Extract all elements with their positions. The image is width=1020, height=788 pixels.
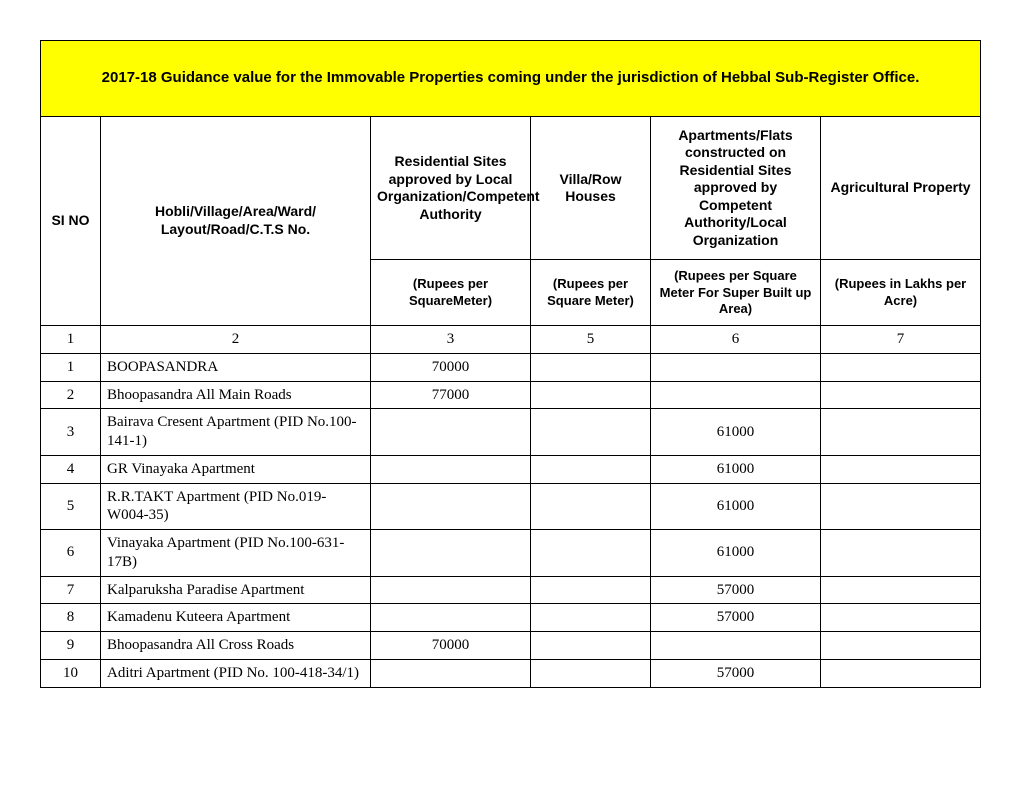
cell-si: 6 <box>41 530 101 577</box>
cell-villa <box>531 353 651 381</box>
cell-si: 2 <box>41 381 101 409</box>
unit-villa: (Rupees per Square Meter) <box>531 260 651 326</box>
cell-agri <box>821 632 981 660</box>
cell-agri <box>821 353 981 381</box>
table-row: 3Bairava Cresent Apartment (PID No.100-1… <box>41 409 981 456</box>
title-row: 2017-18 Guidance value for the Immovable… <box>41 41 981 117</box>
cell-res: 77000 <box>371 381 531 409</box>
hdr-agri: Agricultural Property <box>821 116 981 260</box>
cell-name: R.R.TAKT Apartment (PID No.019-W004-35) <box>101 483 371 530</box>
cell-si: 1 <box>41 353 101 381</box>
unit-residential: (Rupees per SquareMeter) <box>371 260 531 326</box>
cell-agri <box>821 530 981 577</box>
guidance-table-wrap: 2017-18 Guidance value for the Immovable… <box>40 40 980 688</box>
cell-agri <box>821 381 981 409</box>
cell-res <box>371 483 531 530</box>
table-row: 5R.R.TAKT Apartment (PID No.019-W004-35)… <box>41 483 981 530</box>
hdr-si-no: SI NO <box>41 116 101 325</box>
hdr-villa: Villa/Row Houses <box>531 116 651 260</box>
cell-villa <box>531 455 651 483</box>
table-title: 2017-18 Guidance value for the Immovable… <box>41 41 981 117</box>
cell-villa <box>531 381 651 409</box>
cell-apt: 57000 <box>651 576 821 604</box>
hdr-apartments: Apartments/Flats constructed on Resident… <box>651 116 821 260</box>
cell-res <box>371 604 531 632</box>
cell-agri <box>821 604 981 632</box>
cell-name: Kalparuksha Paradise Apartment <box>101 576 371 604</box>
cell-apt: 61000 <box>651 483 821 530</box>
table-row: 10Aditri Apartment (PID No. 100-418-34/1… <box>41 659 981 687</box>
unit-apartments: (Rupees per Square Meter For Super Built… <box>651 260 821 326</box>
table-row: 9Bhoopasandra All Cross Roads70000 <box>41 632 981 660</box>
cell-villa <box>531 604 651 632</box>
cell-apt: 61000 <box>651 530 821 577</box>
unit-agri: (Rupees in Lakhs per Acre) <box>821 260 981 326</box>
cell-apt <box>651 353 821 381</box>
cell-apt: 57000 <box>651 659 821 687</box>
cell-villa <box>531 659 651 687</box>
colnum-2: 2 <box>101 326 371 354</box>
cell-res: 70000 <box>371 353 531 381</box>
colnum-3: 3 <box>371 326 531 354</box>
colnum-4: 5 <box>531 326 651 354</box>
table-row: 8Kamadenu Kuteera Apartment 57000 <box>41 604 981 632</box>
guidance-table: 2017-18 Guidance value for the Immovable… <box>40 40 981 688</box>
table-row: 7Kalparuksha Paradise Apartment 57000 <box>41 576 981 604</box>
cell-name: Bhoopasandra All Cross Roads <box>101 632 371 660</box>
cell-res <box>371 659 531 687</box>
cell-name: BOOPASANDRA <box>101 353 371 381</box>
cell-res <box>371 409 531 456</box>
cell-si: 8 <box>41 604 101 632</box>
cell-agri <box>821 455 981 483</box>
table-row: 6Vinayaka Apartment (PID No.100-631-17B)… <box>41 530 981 577</box>
cell-si: 3 <box>41 409 101 456</box>
cell-si: 5 <box>41 483 101 530</box>
cell-apt <box>651 632 821 660</box>
hdr-residential: Residential Sites approved by Local Orga… <box>371 116 531 260</box>
cell-villa <box>531 409 651 456</box>
cell-res <box>371 576 531 604</box>
table-row: 4GR Vinayaka Apartment 61000 <box>41 455 981 483</box>
cell-apt: 61000 <box>651 409 821 456</box>
cell-si: 7 <box>41 576 101 604</box>
cell-agri <box>821 483 981 530</box>
colnum-5: 6 <box>651 326 821 354</box>
cell-res <box>371 455 531 483</box>
table-row: 2Bhoopasandra All Main Roads77000 <box>41 381 981 409</box>
cell-apt: 57000 <box>651 604 821 632</box>
cell-agri <box>821 576 981 604</box>
cell-name: Vinayaka Apartment (PID No.100-631-17B) <box>101 530 371 577</box>
cell-villa <box>531 530 651 577</box>
cell-name: Bairava Cresent Apartment (PID No.100-14… <box>101 409 371 456</box>
cell-name: GR Vinayaka Apartment <box>101 455 371 483</box>
cell-villa <box>531 483 651 530</box>
cell-name: Aditri Apartment (PID No. 100-418-34/1) <box>101 659 371 687</box>
cell-villa <box>531 632 651 660</box>
table-row: 1BOOPASANDRA70000 <box>41 353 981 381</box>
cell-res: 70000 <box>371 632 531 660</box>
cell-si: 4 <box>41 455 101 483</box>
cell-name: Bhoopasandra All Main Roads <box>101 381 371 409</box>
colnum-1: 1 <box>41 326 101 354</box>
cell-res <box>371 530 531 577</box>
cell-agri <box>821 409 981 456</box>
cell-si: 9 <box>41 632 101 660</box>
colnum-6: 7 <box>821 326 981 354</box>
cell-apt: 61000 <box>651 455 821 483</box>
cell-si: 10 <box>41 659 101 687</box>
cell-agri <box>821 659 981 687</box>
cell-villa <box>531 576 651 604</box>
hdr-location: Hobli/Village/Area/Ward/ Layout/Road/C.T… <box>101 116 371 325</box>
cell-name: Kamadenu Kuteera Apartment <box>101 604 371 632</box>
cell-apt <box>651 381 821 409</box>
column-number-row: 1 2 3 5 6 7 <box>41 326 981 354</box>
header-row-1: SI NO Hobli/Village/Area/Ward/ Layout/Ro… <box>41 116 981 260</box>
